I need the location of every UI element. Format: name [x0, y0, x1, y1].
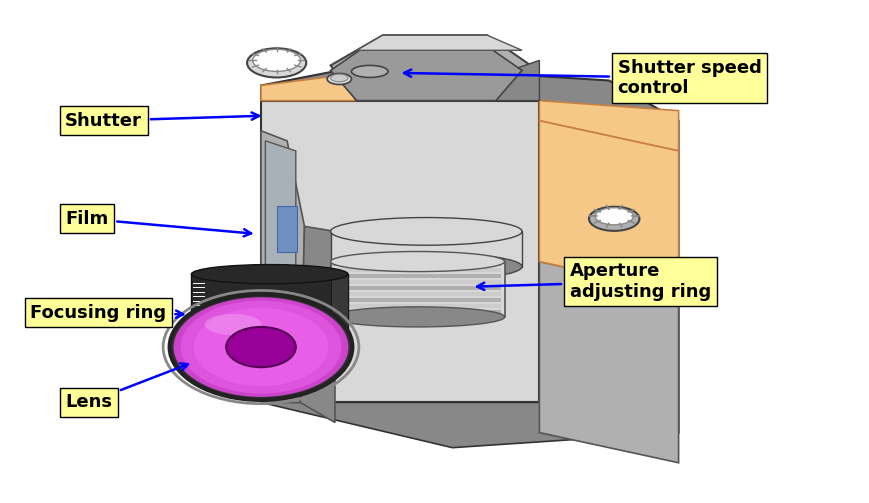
Polygon shape — [332, 274, 501, 278]
Ellipse shape — [594, 208, 633, 225]
Ellipse shape — [330, 252, 504, 272]
Ellipse shape — [327, 73, 351, 85]
Polygon shape — [300, 226, 335, 423]
Polygon shape — [261, 75, 356, 101]
Polygon shape — [332, 304, 501, 308]
Polygon shape — [332, 262, 501, 266]
Polygon shape — [330, 231, 521, 267]
Polygon shape — [330, 274, 348, 355]
Text: Shutter speed
control: Shutter speed control — [403, 58, 760, 98]
Polygon shape — [330, 35, 530, 101]
Ellipse shape — [171, 296, 349, 398]
Polygon shape — [261, 131, 304, 402]
Ellipse shape — [330, 307, 504, 327]
Ellipse shape — [351, 65, 388, 77]
Text: Lens: Lens — [65, 363, 188, 411]
Ellipse shape — [181, 301, 341, 393]
Polygon shape — [265, 141, 295, 302]
Polygon shape — [191, 274, 348, 355]
Polygon shape — [330, 40, 521, 101]
Polygon shape — [332, 280, 501, 284]
Ellipse shape — [191, 265, 348, 284]
Polygon shape — [261, 402, 678, 448]
Text: Shutter: Shutter — [65, 112, 259, 130]
Polygon shape — [261, 65, 678, 121]
Ellipse shape — [247, 48, 306, 77]
Polygon shape — [261, 101, 539, 402]
Polygon shape — [539, 262, 678, 463]
Ellipse shape — [205, 314, 262, 335]
Polygon shape — [332, 310, 501, 314]
Ellipse shape — [330, 74, 348, 82]
Polygon shape — [332, 286, 501, 290]
Ellipse shape — [588, 207, 639, 231]
Text: Aperture
adjusting ring: Aperture adjusting ring — [476, 262, 710, 301]
Ellipse shape — [252, 49, 301, 71]
Polygon shape — [332, 298, 501, 302]
Polygon shape — [495, 60, 539, 101]
Ellipse shape — [330, 253, 521, 281]
Polygon shape — [276, 206, 296, 252]
Polygon shape — [539, 101, 678, 151]
Polygon shape — [332, 268, 501, 272]
Ellipse shape — [191, 345, 348, 364]
Text: Film: Film — [65, 210, 251, 236]
Polygon shape — [330, 262, 504, 317]
Ellipse shape — [330, 218, 521, 245]
Polygon shape — [539, 121, 678, 292]
Ellipse shape — [193, 308, 328, 386]
Polygon shape — [356, 35, 521, 50]
Polygon shape — [539, 101, 678, 433]
Text: Focusing ring: Focusing ring — [30, 304, 183, 322]
Polygon shape — [332, 292, 501, 296]
Ellipse shape — [226, 327, 295, 367]
